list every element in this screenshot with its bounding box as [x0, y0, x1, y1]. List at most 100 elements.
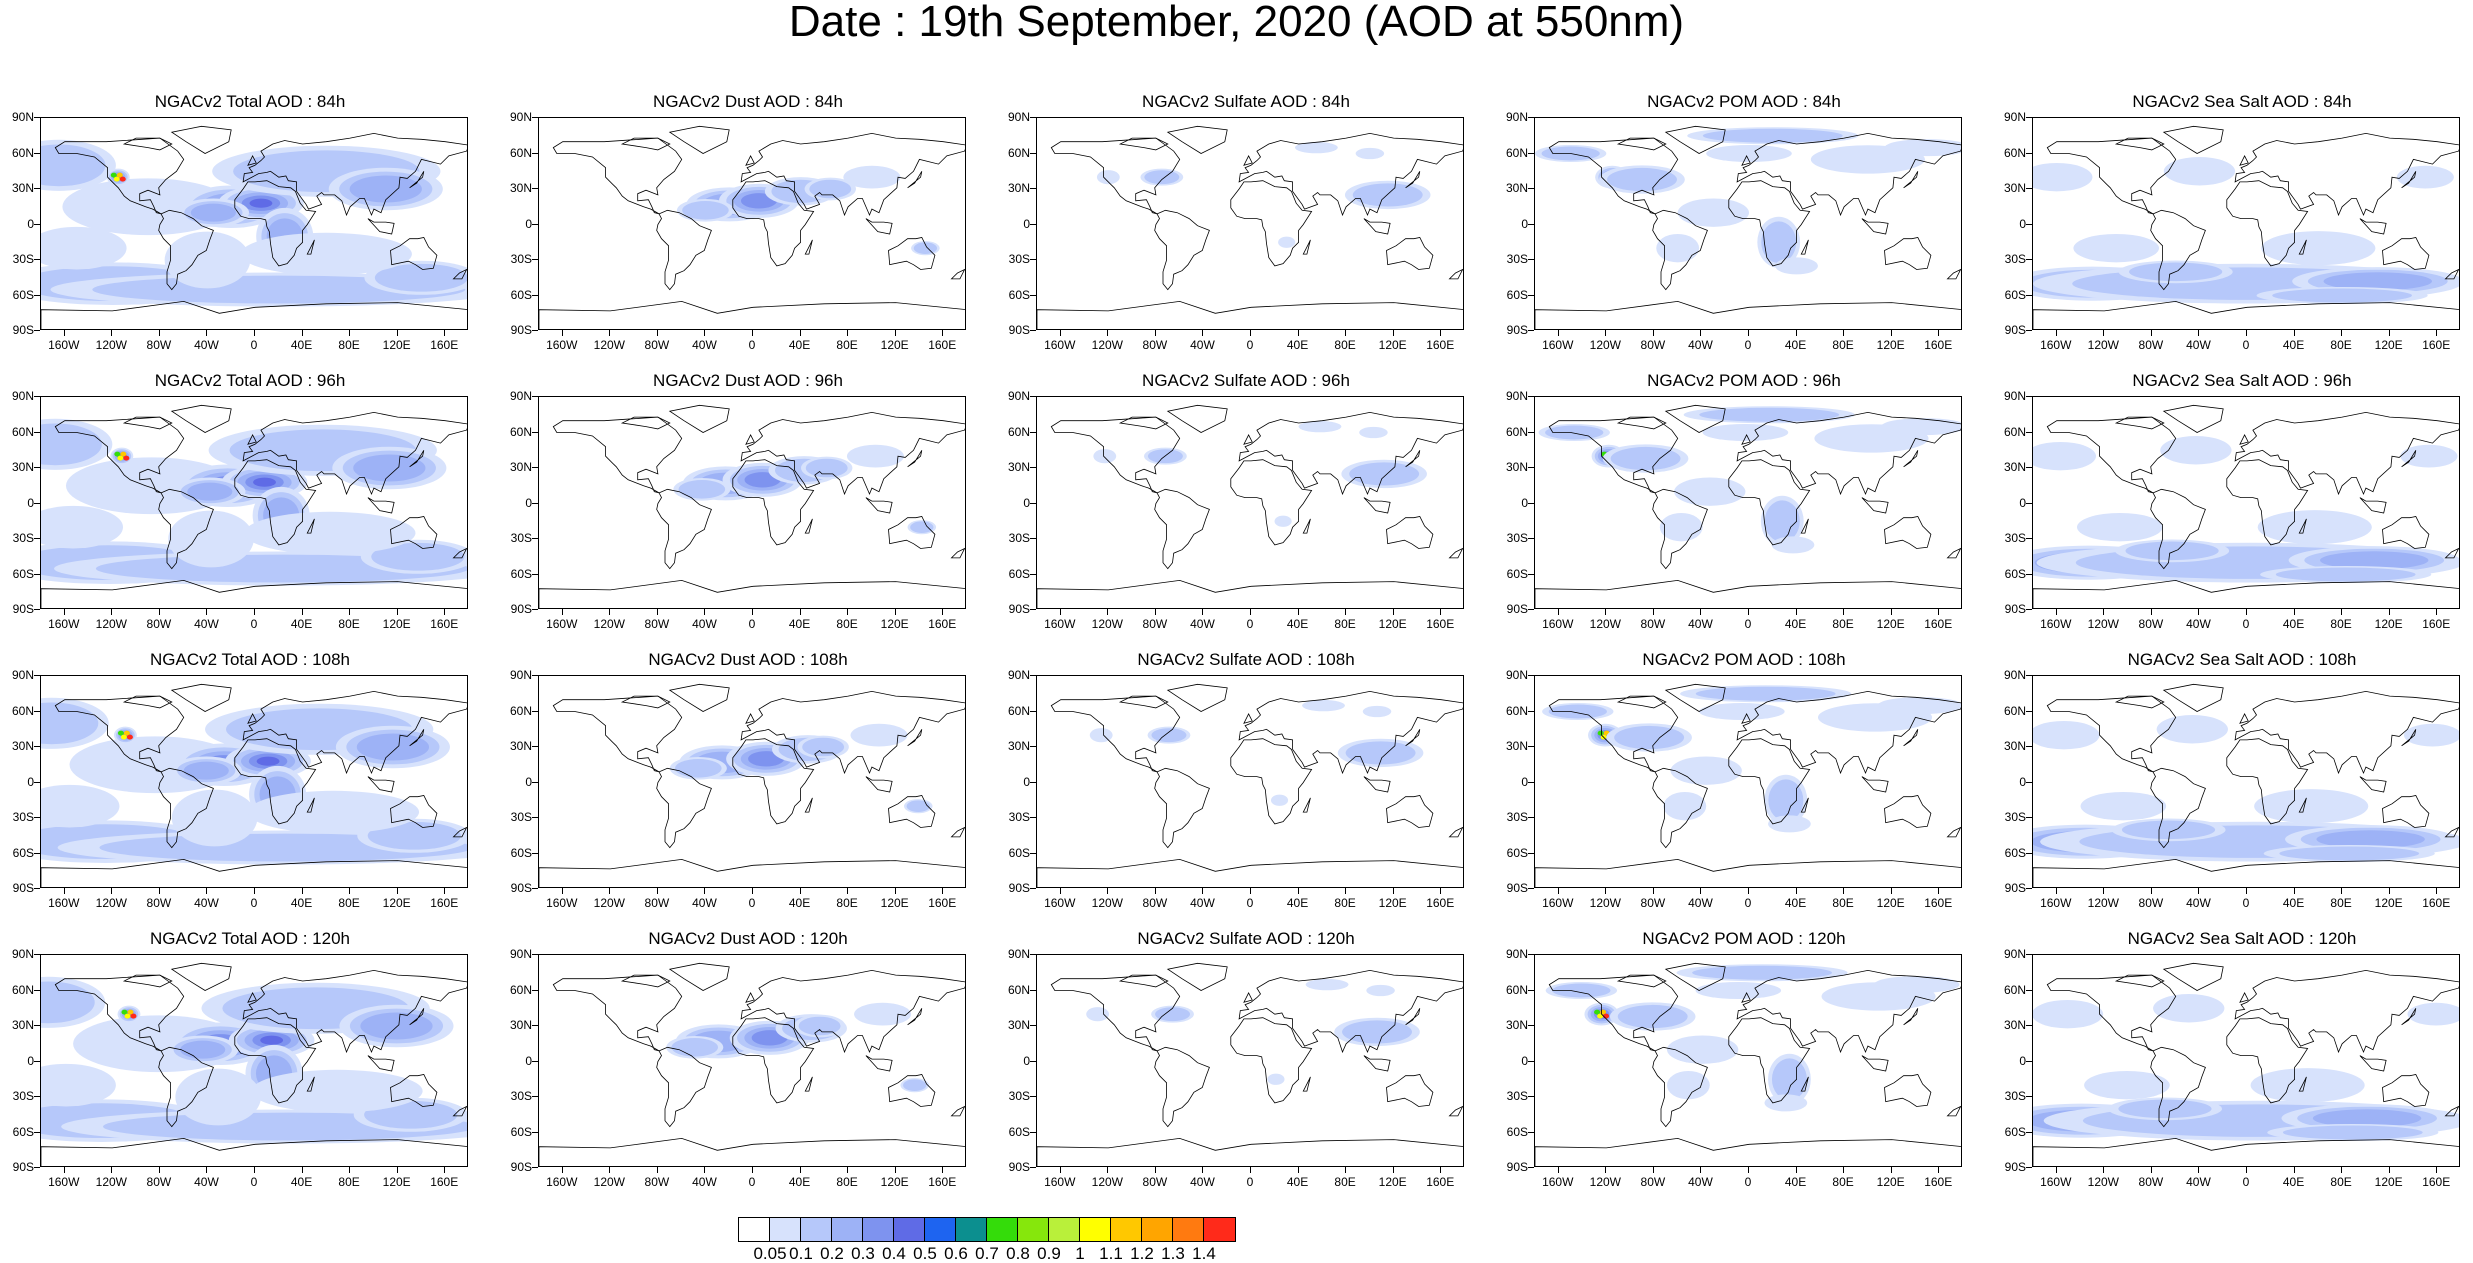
longitude-label: 160W — [48, 896, 80, 910]
longitude-tick — [1700, 888, 1702, 894]
coastline — [1741, 713, 1751, 724]
latitude-tick — [1528, 1025, 1534, 1026]
coastline — [452, 826, 467, 838]
latitude-label: 90N — [1505, 389, 1528, 403]
longitude-label: 120W — [2087, 1175, 2120, 1189]
aod-colorbar — [738, 1217, 1236, 1242]
panel-title: NGACv2 Sea Salt AOD : 120h — [2127, 929, 2357, 948]
aerosol-plume-core — [356, 733, 430, 761]
longitude-tick — [2341, 1167, 2343, 1173]
latitude-tick — [2026, 294, 2032, 296]
map-panel: NGACv2 Dust AOD : 96h 90N 60N 30N 0 30S 60S 90S… — [498, 371, 998, 633]
latitude-tick — [1528, 989, 1534, 991]
coastline — [1302, 1076, 1311, 1092]
coastline — [2162, 962, 2224, 991]
colorbar-label: 0.9 — [1037, 1244, 1061, 1263]
world-map — [40, 954, 468, 1167]
aerosol-hotspot — [127, 1009, 134, 1015]
coastline — [367, 218, 395, 235]
colorbar-swatch — [894, 1218, 925, 1241]
longitude-label: 0 — [748, 617, 756, 631]
longitude-label: 40W — [194, 896, 219, 910]
coastline — [620, 974, 671, 988]
coastline — [2114, 137, 2165, 151]
longitude-label: 80E — [836, 617, 858, 631]
longitude-label: 40E — [2282, 1175, 2305, 1189]
longitude-label: 160E — [928, 617, 957, 631]
coastline — [620, 137, 671, 151]
longitude-label: 160E — [2422, 338, 2451, 352]
longitude-tick — [1392, 888, 1394, 894]
coastline — [41, 579, 467, 608]
aerosol-plume-core — [2316, 830, 2425, 849]
latitude-tick — [1528, 294, 1534, 296]
longitude-label: 80W — [2138, 896, 2164, 910]
aerosol-plume-core — [1151, 728, 1187, 743]
aerosol-plume-core — [180, 1040, 226, 1059]
longitude-tick — [799, 609, 801, 615]
longitude-tick — [752, 888, 753, 894]
latitude-tick — [532, 294, 538, 296]
latitude-tick — [1528, 1131, 1534, 1133]
longitude-label: 40W — [2186, 617, 2211, 631]
colorbar-swatch — [1111, 1218, 1142, 1241]
latitude-tick — [2026, 1096, 2032, 1097]
map-canvas — [2033, 683, 2459, 887]
longitude-label: 80W — [1640, 896, 1666, 910]
coastline — [2401, 450, 2417, 468]
latitude-tick — [1528, 223, 1534, 225]
latitude-label: 90S — [2004, 323, 2026, 337]
coastline — [2359, 776, 2387, 793]
latitude-label: 60N — [509, 424, 532, 439]
coastline — [1405, 450, 1421, 468]
longitude-label: 80W — [146, 896, 172, 910]
longitude-tick — [1440, 330, 1442, 336]
longitude-tick — [349, 1167, 351, 1173]
coastline — [1616, 137, 1667, 151]
longitude-label: 40W — [1190, 1175, 1215, 1189]
coastline — [656, 209, 712, 291]
latitude-label: 30S — [2004, 531, 2026, 545]
coastline — [170, 125, 232, 154]
longitude-tick — [1652, 1167, 1654, 1173]
coastline — [888, 516, 936, 549]
coastline — [1238, 690, 1463, 775]
coastline — [170, 962, 232, 991]
coastline — [1230, 180, 1313, 267]
latitude-label: 90N — [1505, 947, 1528, 961]
longitude-tick — [1890, 330, 1892, 336]
colorbar-swatch — [1080, 1218, 1111, 1241]
map-panel: NGACv2 POM AOD : 84h 90N 60N 30N 0 30S 60S 90S 1… — [1494, 92, 1994, 354]
longitude-label: 80W — [644, 896, 670, 910]
aerosol-hotspot — [113, 176, 120, 182]
longitude-tick — [1938, 888, 1940, 894]
coastline — [745, 155, 755, 166]
latitude-label: 90S — [1506, 881, 1528, 895]
longitude-tick — [847, 888, 849, 894]
longitude-tick — [396, 609, 398, 615]
longitude-label: 160E — [430, 896, 459, 910]
coastline — [740, 411, 965, 496]
latitude-tick — [34, 989, 40, 991]
aerosol-plume-core — [809, 179, 852, 199]
latitude-label: 90N — [2003, 389, 2026, 403]
longitude-tick — [1605, 1167, 1607, 1173]
latitude-tick — [34, 781, 40, 783]
map-panel: NGACv2 POM AOD : 108h 90N 60N 30N 0 30S 60S 90S… — [1494, 650, 1994, 912]
longitude-tick — [111, 609, 113, 615]
latitude-tick — [2026, 188, 2032, 189]
longitude-label: 40W — [2186, 338, 2211, 352]
aerosol-plume-core — [256, 756, 280, 766]
latitude-tick — [34, 609, 40, 610]
longitude-label: 160W — [48, 338, 80, 352]
longitude-tick — [847, 1167, 849, 1173]
coastline — [620, 695, 671, 709]
longitude-tick — [2436, 888, 2438, 894]
coastline — [2033, 1137, 2459, 1166]
coastline — [1037, 300, 1463, 329]
longitude-label: 0 — [1246, 338, 1254, 352]
longitude-label: 80E — [2330, 338, 2352, 352]
longitude-label: 120E — [382, 1175, 411, 1189]
latitude-tick — [532, 609, 538, 610]
latitude-label: 60S — [510, 287, 532, 302]
